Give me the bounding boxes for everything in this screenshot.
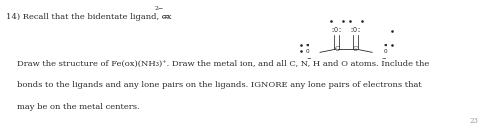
Text: C: C [353,45,358,53]
Text: 14) Recall that the bidentate ligand, ox: 14) Recall that the bidentate ligand, ox [6,13,171,21]
Text: C: C [334,45,339,53]
Text: bonds to the ligands and any lone pairs on the ligands. IGNORE any lone pairs of: bonds to the ligands and any lone pairs … [17,81,422,89]
Text: :O:: :O: [331,27,343,33]
Text: −: − [306,55,311,60]
Text: 2−: 2− [154,6,164,11]
Text: :O:: :O: [350,27,362,33]
Text: Draw the structure of Fe(ox)(NH₃)⁺. Draw the metal ion, and all C, N, H and O at: Draw the structure of Fe(ox)(NH₃)⁺. Draw… [17,59,430,67]
Text: ▪
O: ▪ O [305,43,309,54]
Text: 23: 23 [469,117,478,125]
Text: ▪
O: ▪ O [383,43,387,54]
Text: −: − [381,55,386,60]
Text: =: = [160,13,170,21]
Text: may be on the metal centers.: may be on the metal centers. [17,103,140,111]
